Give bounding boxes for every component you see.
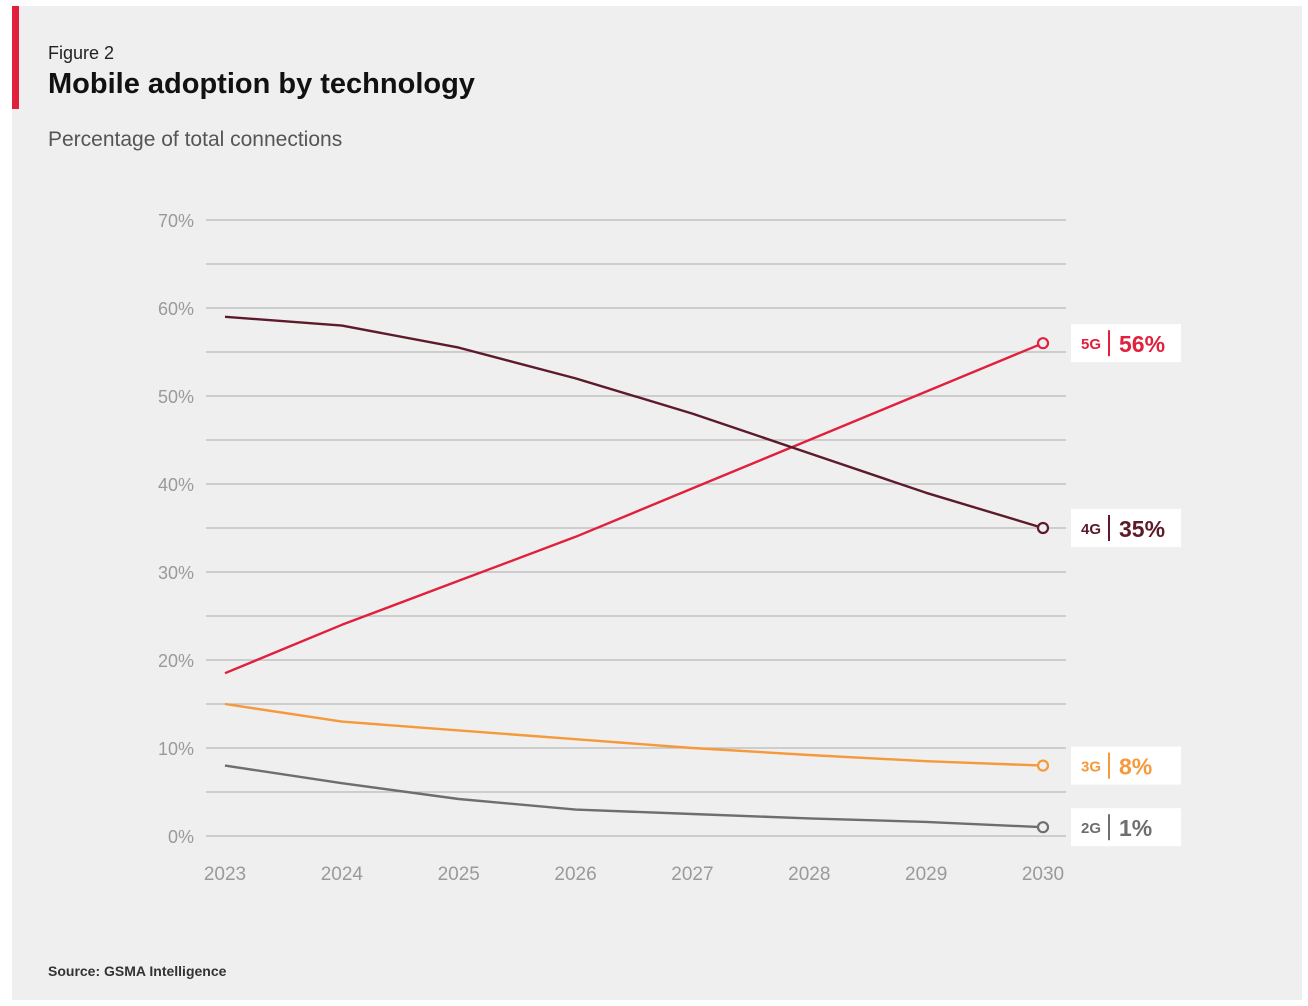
end-label-box-4g [1071,509,1181,547]
series-name-label: 2G [1081,820,1101,837]
series-line-3g [224,702,1044,767]
x-tick-label: 2030 [1022,864,1064,885]
y-tick-label: 0% [168,827,194,847]
y-tick-label: 20% [158,651,194,671]
series-value-label: 56% [1119,331,1165,357]
x-tick-label: 2025 [438,864,480,885]
series-name-label: 5G [1081,336,1101,353]
series-value-label: 1% [1119,815,1152,841]
figure-title: Mobile adoption by technology [48,68,475,100]
series-line-4g [224,315,1044,530]
end-label-box-2g [1071,808,1181,847]
accent-bar [12,6,19,109]
figure-number: Figure 2 [48,43,115,63]
series-name-label: 3G [1081,759,1101,776]
series-value-label: 35% [1119,516,1165,542]
y-tick-label: 70% [158,211,194,231]
end-marker-2g [1036,821,1050,834]
y-tick-label: 40% [158,475,194,495]
end-marker-3g [1036,759,1050,772]
x-tick-label: 2029 [905,864,947,885]
y-tick-label: 60% [158,299,194,319]
x-tick-label: 2027 [671,864,713,885]
y-tick-label: 50% [158,387,194,407]
series-name-label: 4G [1081,521,1101,538]
x-tick-label: 2026 [554,864,596,885]
series-line-2g [224,764,1044,829]
x-tick-label: 2024 [321,864,364,885]
source-note: Source: GSMA Intelligence [48,963,227,979]
end-marker-5g [1036,337,1050,350]
end-marker-4g [1036,521,1050,535]
figure-subtitle: Percentage of total connections [48,128,343,151]
series-line-5g [224,342,1044,675]
series-value-label: 8% [1119,754,1152,780]
end-label-box-3g [1071,746,1181,785]
end-label-box-5g [1071,324,1181,363]
x-tick-label: 2028 [788,864,830,885]
y-tick-label: 10% [158,739,194,759]
y-tick-label: 30% [158,563,194,583]
x-tick-label: 2023 [204,864,246,885]
